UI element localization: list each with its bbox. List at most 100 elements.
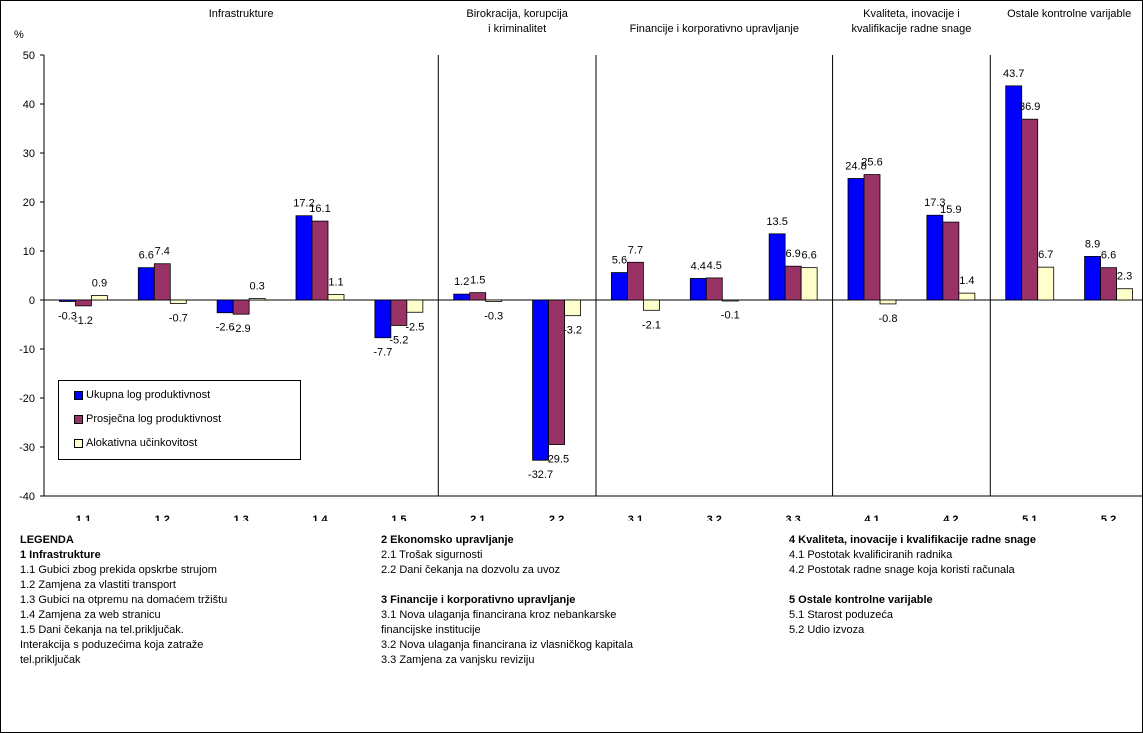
bar bbox=[75, 299, 92, 307]
legend-swatch-prosjecna bbox=[74, 415, 83, 424]
group-label: Kvaliteta, inovacije i kvalifikacije radn… bbox=[851, 8, 971, 35]
data-label: 5.6 bbox=[612, 255, 627, 267]
x-tick-label: 1.5 bbox=[391, 514, 406, 521]
data-label: -0.3 bbox=[484, 310, 503, 322]
y-tick-label: -30 bbox=[19, 442, 35, 454]
data-label: -2.9 bbox=[232, 323, 251, 335]
group-label-line: Ostale kontrolne varijable bbox=[1007, 8, 1131, 20]
data-label: 7.7 bbox=[628, 244, 643, 256]
note-item: 3.1 Nova ulaganja financirana kroz neban… bbox=[381, 609, 617, 621]
bar bbox=[847, 178, 865, 301]
legend-label-prosjecna: Prosječna log produktivnost bbox=[86, 413, 222, 425]
x-tick-label: 3.2 bbox=[707, 514, 722, 521]
data-label: 13.5 bbox=[766, 216, 787, 228]
bar bbox=[295, 215, 313, 301]
note-item: 4.2 Postotak radne snage koja koristi ra… bbox=[789, 564, 1015, 576]
data-label: 15.9 bbox=[940, 204, 961, 216]
data-label: 6.7 bbox=[1038, 249, 1053, 261]
x-tick-label: 1.4 bbox=[312, 514, 328, 521]
data-label: 4.4 bbox=[691, 260, 706, 272]
notes-heading-5: 5 Ostale kontrolne varijable bbox=[789, 594, 933, 606]
data-label: 0.9 bbox=[92, 278, 107, 290]
x-tick-label: 4.2 bbox=[943, 514, 958, 521]
data-label: -1.2 bbox=[74, 315, 93, 327]
data-label: -0.1 bbox=[721, 309, 740, 321]
bar bbox=[453, 293, 471, 301]
data-label: 1.1 bbox=[328, 277, 343, 289]
data-label: -2.1 bbox=[642, 319, 661, 331]
group-label: Financije i korporativno upravljanje bbox=[630, 23, 799, 35]
note-item: 3.2 Nova ulaganja financirana iz vlasnič… bbox=[381, 639, 633, 651]
note-item: 1.5 Dani čekanja na tel.priključak. bbox=[20, 624, 184, 636]
data-label: -7.7 bbox=[373, 347, 392, 359]
bar bbox=[1100, 267, 1117, 301]
bar bbox=[643, 299, 660, 311]
bar bbox=[1037, 266, 1055, 301]
note-item: 1.3 Gubici na otpremu na domaćem tržištu bbox=[20, 594, 228, 606]
data-label: -32.7 bbox=[528, 469, 553, 481]
data-label: 17.3 bbox=[924, 197, 945, 209]
notes-heading-1: 1 Infrastrukture bbox=[20, 549, 101, 561]
y-axis-label: % bbox=[14, 29, 24, 41]
y-tick-label: -40 bbox=[19, 491, 35, 503]
bar bbox=[485, 299, 503, 302]
bar bbox=[721, 299, 739, 302]
x-tick-label: 5.1 bbox=[1022, 514, 1037, 521]
data-label: -2.5 bbox=[405, 321, 424, 333]
data-label: -0.3 bbox=[58, 310, 77, 322]
data-label: 16.1 bbox=[309, 203, 330, 215]
y-tick-label: 50 bbox=[23, 50, 35, 62]
data-label: 24.8 bbox=[845, 160, 866, 172]
group-label: Ostale kontrolne varijable bbox=[1007, 8, 1131, 20]
data-label: 6.6 bbox=[139, 250, 154, 262]
bar bbox=[942, 221, 960, 301]
bar bbox=[137, 267, 155, 301]
data-label: 36.9 bbox=[1019, 101, 1040, 113]
legend-label-alokativna: Alokativna učinkovitost bbox=[86, 437, 198, 449]
bar bbox=[232, 299, 250, 315]
bar bbox=[1084, 255, 1101, 301]
group-label-line: Kvaliteta, inovacije i bbox=[863, 8, 960, 20]
x-tick-label: 5.2 bbox=[1101, 514, 1116, 521]
chart-legend: Ukupna log produktivnost Prosječna log p… bbox=[58, 380, 301, 460]
notes-column-1: LEGENDA 1 Infrastrukture 1.1 Gubici zbog… bbox=[20, 533, 227, 668]
bar bbox=[1005, 85, 1023, 301]
bar bbox=[926, 214, 944, 301]
data-label: -3.2 bbox=[563, 325, 582, 337]
data-label: -5.2 bbox=[389, 334, 408, 346]
notes-column-2: 2 Ekonomsko upravljanje 2.1 Trošak sigur… bbox=[381, 533, 633, 668]
y-tick-label: 0 bbox=[29, 295, 35, 307]
y-tick-label: 20 bbox=[23, 197, 35, 209]
note-item: Interakcija s poduzećima koja zatraže bbox=[20, 639, 204, 651]
data-label: 1.5 bbox=[470, 275, 485, 287]
bar bbox=[91, 295, 108, 301]
bar bbox=[248, 298, 266, 301]
bar bbox=[768, 233, 786, 301]
data-label: -0.7 bbox=[169, 312, 188, 324]
data-label: 43.7 bbox=[1003, 68, 1024, 80]
note-item: 1.2 Zamjena za vlastiti transport bbox=[20, 579, 176, 591]
notes-heading-4: 4 Kvaliteta, inovacije i kvalifikacije r… bbox=[789, 534, 1037, 546]
x-tick-label: 2.2 bbox=[549, 514, 564, 521]
data-label: 1.2 bbox=[454, 276, 469, 288]
data-label: 7.4 bbox=[155, 246, 170, 258]
x-tick-label: 3.1 bbox=[628, 514, 643, 521]
data-label: 6.9 bbox=[785, 248, 800, 260]
group-label-line: Birokracija, korupcija bbox=[466, 8, 568, 20]
y-tick-label: 40 bbox=[23, 99, 35, 111]
y-tick-label: 10 bbox=[23, 246, 35, 258]
bar bbox=[406, 299, 424, 313]
group-label-line: Financije i korporativno upravljanje bbox=[630, 23, 799, 35]
data-label: 6.6 bbox=[1101, 250, 1116, 262]
bar bbox=[800, 267, 818, 301]
x-tick-label: 2.1 bbox=[470, 514, 485, 521]
x-tick-label: 1.2 bbox=[155, 514, 170, 521]
note-item: tel.priključak bbox=[20, 654, 81, 666]
notes-heading-3: 3 Financije i korporativno upravljanje bbox=[381, 594, 576, 606]
bar bbox=[958, 292, 976, 301]
legend-swatch-alokativna bbox=[74, 439, 83, 448]
bar bbox=[469, 292, 487, 301]
notes-title: LEGENDA bbox=[20, 534, 74, 546]
note-item: 4.1 Postotak kvalificiranih radnika bbox=[789, 549, 953, 561]
bar-chart: -40 -30 -20 -10 0 10 20 30 40 50% Infrastrukture Bi… bbox=[14, 8, 1142, 521]
